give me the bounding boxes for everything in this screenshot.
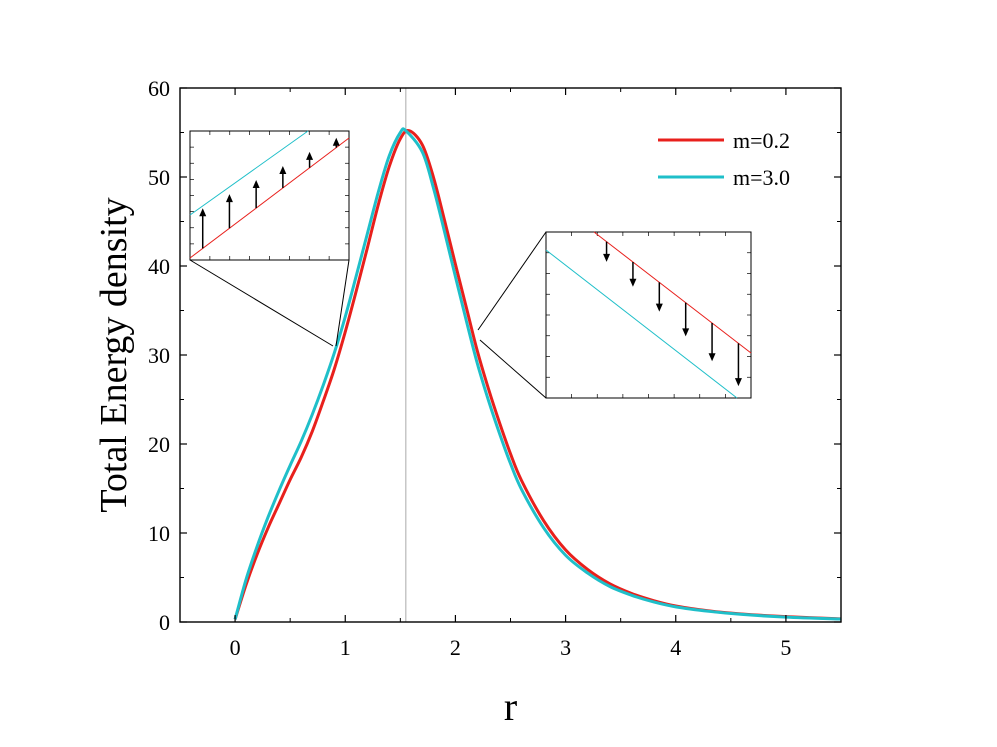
y-tick-label: 0 — [159, 610, 170, 635]
inset-right-arrowhead — [655, 303, 663, 312]
inset-right-arrowhead — [708, 353, 716, 362]
inset-right-arrowhead — [734, 378, 742, 387]
inset-right-arrowhead — [682, 328, 690, 337]
inset-left-frame — [189, 130, 350, 261]
series-line-m30 — [233, 127, 842, 621]
y-tick-label: 10 — [148, 521, 170, 546]
inset-right-line-m30 — [545, 249, 738, 399]
inset-right-arrowhead — [603, 253, 611, 262]
y-tick-label: 20 — [148, 432, 170, 457]
legend: m=0.2 m=3.0 — [658, 128, 790, 190]
x-tick-label: 1 — [340, 635, 351, 660]
x-tick-label: 4 — [670, 635, 681, 660]
inset-right-connector-1 — [479, 339, 547, 399]
inset-left-arrowhead — [225, 194, 233, 203]
y-tick-label: 30 — [148, 343, 170, 368]
legend-label-m02: m=0.2 — [733, 128, 790, 153]
inset-right-line-m02 — [593, 231, 752, 354]
inset-left-connector-0 — [189, 259, 334, 347]
inset-left-arrowhead — [306, 151, 314, 160]
x-axis-title: r — [504, 684, 517, 729]
inset-left-connector-1 — [335, 259, 350, 347]
x-tick-label: 2 — [450, 635, 461, 660]
inset-left-arrowhead — [279, 165, 287, 174]
inset-left-arrowhead — [252, 180, 260, 189]
inset-left-arrowhead — [332, 137, 340, 146]
inset-area — [189, 130, 752, 399]
inset-right-frame — [545, 231, 752, 399]
inset-right-connector-0 — [477, 231, 547, 331]
y-tick-label: 40 — [148, 254, 170, 279]
y-axis-title: Total Energy density — [93, 197, 135, 512]
y-tick-label: 50 — [148, 165, 170, 190]
inset-right-arrowhead — [629, 278, 637, 287]
plot-area — [233, 88, 842, 622]
series-line-m02 — [233, 129, 842, 621]
legend-label-m30: m=3.0 — [733, 165, 790, 190]
x-tick-label: 3 — [560, 635, 571, 660]
x-tick-label: 0 — [230, 635, 241, 660]
inset-left-line-m02 — [189, 137, 350, 259]
inset-right — [477, 231, 752, 399]
x-tick-label: 5 — [780, 635, 791, 660]
y-tick-label: 60 — [148, 76, 170, 101]
inset-left — [189, 130, 350, 347]
inset-left-line-m30 — [189, 130, 309, 216]
inset-left-arrowhead — [199, 208, 207, 217]
